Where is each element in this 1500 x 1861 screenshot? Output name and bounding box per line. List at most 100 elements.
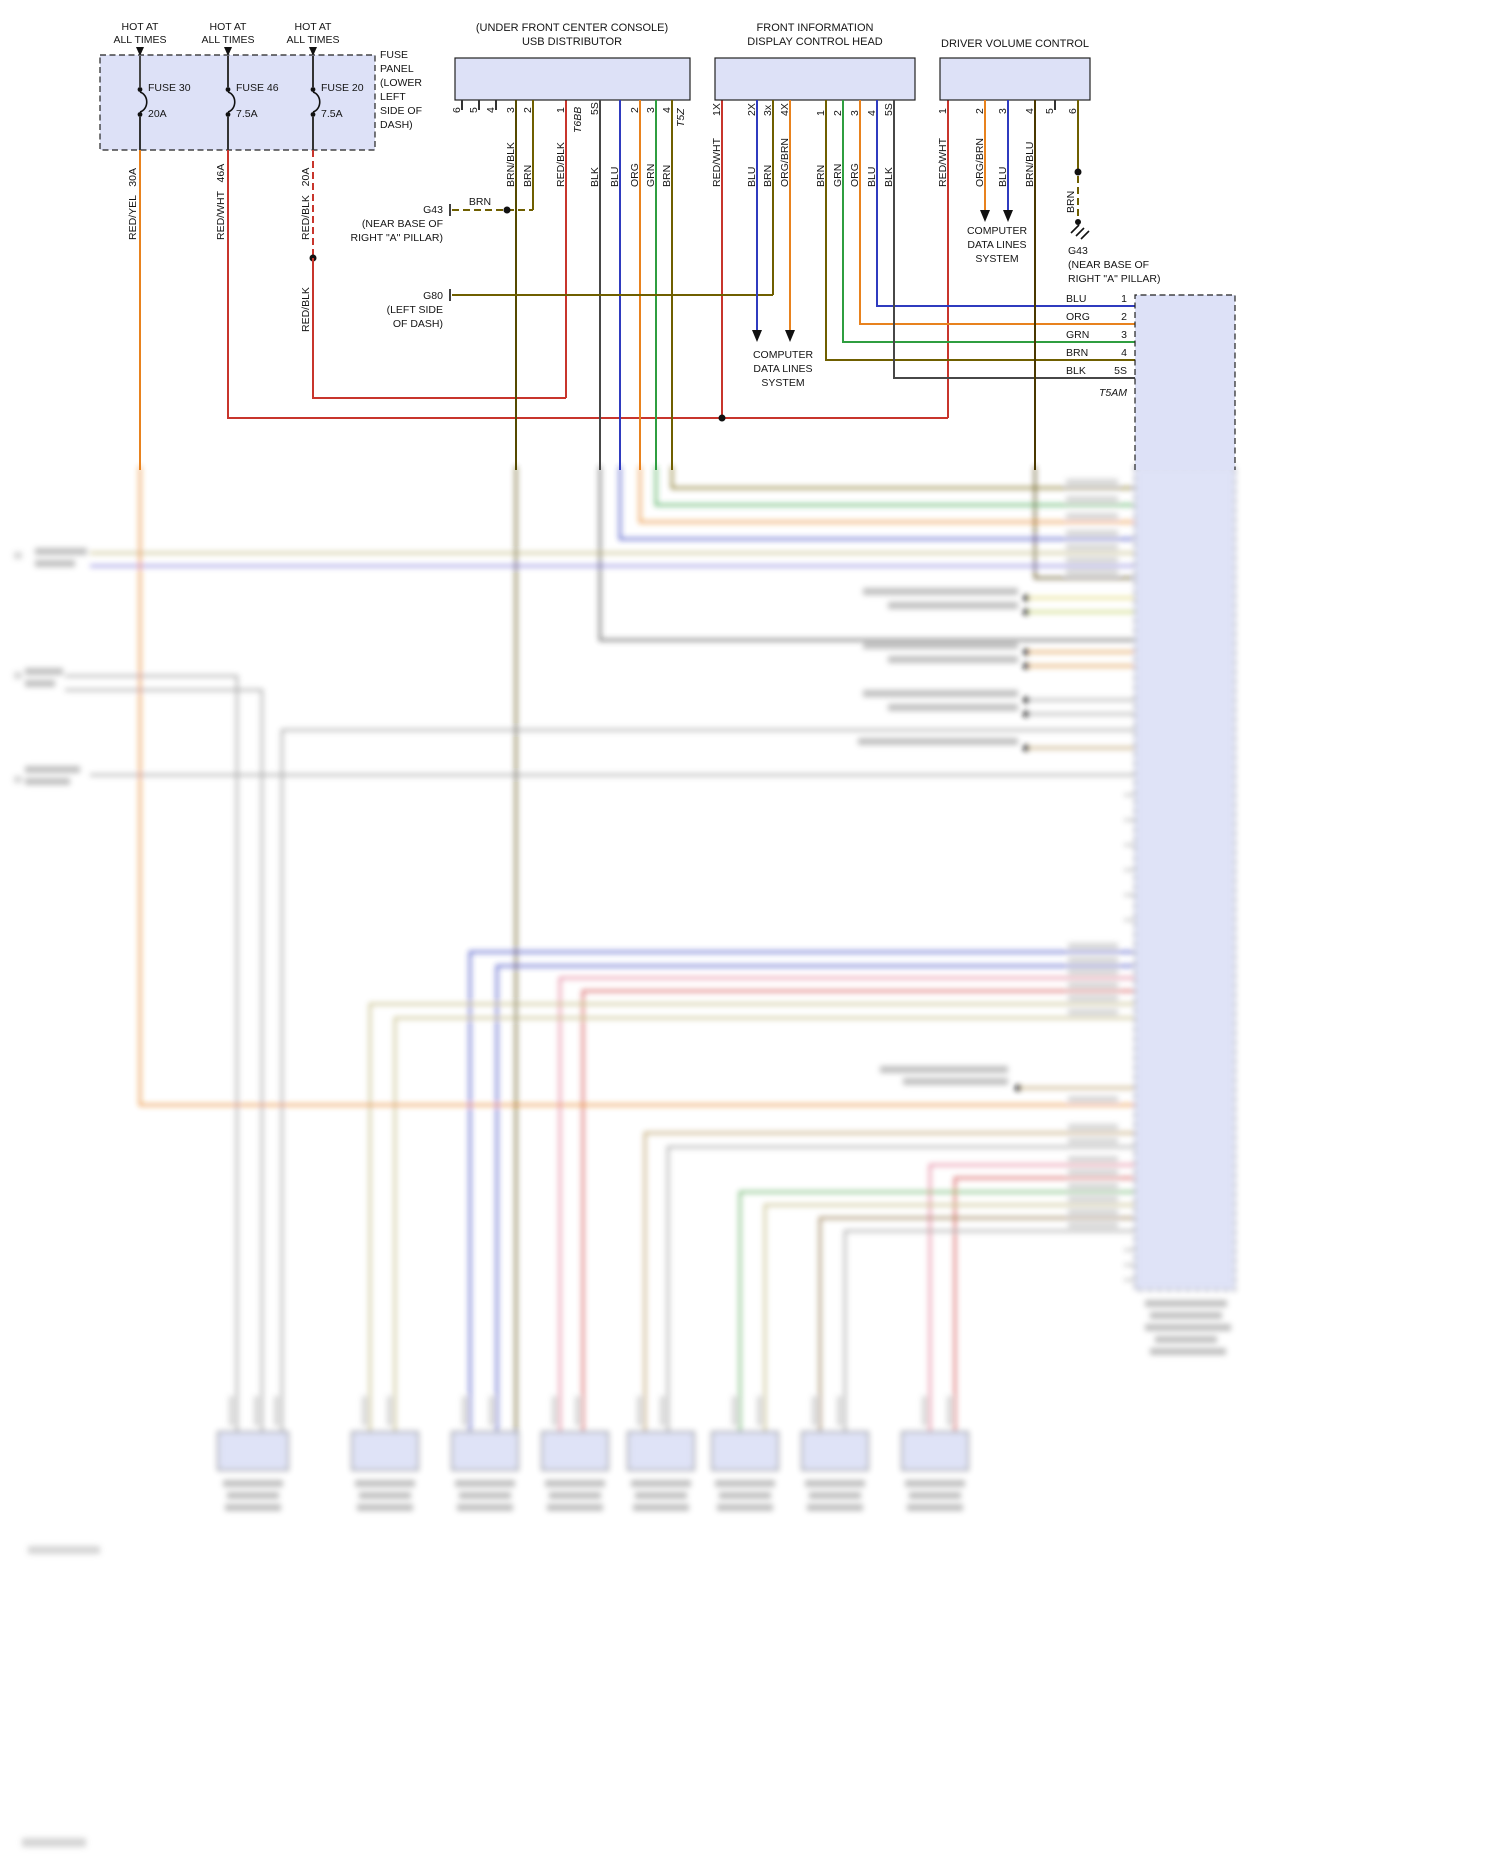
t5am-module-box — [1134, 294, 1236, 470]
pin-number: 4 — [661, 107, 673, 113]
wire-label-red-wht: RED/WHT — [711, 137, 723, 187]
wire-label-brn: BRN — [1066, 347, 1088, 359]
junction-dot — [503, 206, 511, 214]
wire-brn-1 — [825, 100, 1135, 361]
ground-g80: G80 (LEFT SIDE OF DASH) — [387, 289, 773, 330]
wire-label-org-brn: ORG/BRN — [974, 138, 986, 187]
fuse-panel: HOT AT ALL TIMES HOT AT ALL TIMES HOT AT… — [99, 21, 422, 151]
wire-label-red-blk-2: RED/BLK — [300, 287, 312, 332]
wire-label-brn: BRN — [815, 165, 827, 187]
connector-box — [627, 1431, 695, 1471]
down-arrow-icon — [1003, 210, 1013, 222]
pin-number: 1 — [937, 108, 949, 114]
pin-number: 3 — [505, 107, 517, 113]
fuse-panel-note: DASH) — [380, 119, 413, 131]
down-arrow-icon — [785, 330, 795, 342]
pin-number: 6 — [451, 107, 463, 113]
fuse-name: FUSE 46 — [236, 82, 279, 94]
pin-number: 2 — [629, 107, 641, 113]
wire-label-brn-blk: BRN/BLK — [505, 142, 517, 187]
ground-location: RIGHT "A" PILLAR) — [351, 232, 443, 244]
ground-id: G43 — [423, 204, 443, 216]
front-display-title: FRONT INFORMATION — [757, 22, 874, 34]
pin-number: 2 — [1121, 311, 1127, 323]
ground-symbol-g43 — [1070, 219, 1090, 240]
driver-volume-title: DRIVER VOLUME CONTROL — [941, 38, 1089, 50]
usb-title-location: (UNDER FRONT CENTER CONSOLE) — [476, 22, 668, 34]
wire-label-blk: BLK — [883, 167, 895, 187]
wire-label-blu: BLU — [1066, 293, 1086, 305]
t5am-module: BLU ORG GRN BRN BLK 1 2 3 4 5S T5AM — [1066, 293, 1236, 470]
wire-label-blu: BLU — [609, 167, 621, 187]
connector-id-t6bb: T6BB — [572, 107, 584, 133]
hot-at-label: ALL TIMES — [113, 34, 166, 46]
wire-label-red-yel: RED/YEL 30A — [127, 168, 139, 240]
driver-volume-box — [939, 57, 1091, 101]
wire-label-brn: BRN — [661, 165, 673, 187]
wire-org-3 — [859, 100, 1135, 325]
pin-number: 4 — [866, 110, 878, 116]
wire-label-grn: GRN — [1066, 329, 1089, 341]
computer-data-lines-label: SYSTEM — [761, 377, 804, 389]
pin-number: 1 — [1121, 293, 1127, 305]
fuse-amp: 7.5A — [236, 108, 258, 120]
pin-number: 4 — [1121, 347, 1127, 359]
pin-number: 2 — [832, 110, 844, 116]
wire-label-blu: BLU — [997, 167, 1009, 187]
pin-number: 5 — [468, 107, 480, 113]
junction-dot — [718, 414, 726, 422]
blurred-wires — [65, 466, 1135, 1432]
junction-dot — [1074, 168, 1082, 176]
wire-blu-4 — [876, 100, 1135, 307]
connector-box — [801, 1431, 869, 1471]
wire-grn-2 — [842, 100, 1135, 343]
hot-at-label: HOT AT — [295, 21, 333, 33]
wire-label-brn: BRN — [762, 165, 774, 187]
fuse-name: FUSE 20 — [321, 82, 364, 94]
driver-volume-control: DRIVER VOLUME CONTROL 1 2 3 4 5 6 RED/WH… — [937, 38, 1160, 470]
down-arrow-icon — [980, 210, 990, 222]
pin-number: 1X — [711, 103, 723, 116]
connector-box — [541, 1431, 609, 1471]
pin-number: 2X — [746, 103, 758, 116]
ground-location: (LEFT SIDE — [387, 304, 443, 316]
connector-id-t5z: T5Z — [675, 108, 687, 127]
wire-label-brn-blu: BRN/BLU — [1024, 141, 1036, 187]
connector-box — [217, 1431, 289, 1471]
ground-id: G80 — [423, 290, 443, 302]
wire-label-org: ORG — [849, 163, 861, 187]
wire-label-org: ORG — [629, 163, 641, 187]
usb-distributor: (UNDER FRONT CENTER CONSOLE) USB DISTRIB… — [451, 22, 691, 470]
connector-box — [711, 1431, 779, 1471]
pin-number: 5 — [1044, 108, 1056, 114]
down-arrow-icon — [136, 47, 144, 56]
fuse-amp: 20A — [148, 108, 167, 120]
fuse-name: FUSE 30 — [148, 82, 191, 94]
fuse-46: FUSE 46 7.5A — [225, 56, 279, 150]
ground-location: (NEAR BASE OF — [1068, 259, 1149, 271]
wire-red-blk — [312, 258, 566, 399]
fuse-panel-note: PANEL — [380, 63, 414, 75]
computer-data-lines-label: DATA LINES — [753, 363, 812, 375]
wire-label-red-wht: RED/WHT 46A — [215, 164, 227, 240]
connector-id-t5am: T5AM — [1099, 387, 1127, 399]
pin-number: 6 — [1067, 108, 1079, 114]
hot-at-label: HOT AT — [210, 21, 248, 33]
module-block-blurred — [1124, 465, 1236, 1291]
pin-number: 4X — [779, 103, 791, 116]
pin-number: 1 — [815, 110, 827, 116]
fuse-amp: 7.5A — [321, 108, 343, 120]
pin-number: 3 — [1121, 329, 1127, 341]
down-arrow-icon — [224, 47, 232, 56]
blurred-labels — [14, 479, 1231, 1847]
usb-title: USB DISTRIBUTOR — [522, 36, 622, 48]
wire-label-red-blk: RED/BLK — [555, 142, 567, 187]
pin-number: 4 — [1024, 108, 1036, 114]
wire-label-blu: BLU — [746, 167, 758, 187]
wire-label-brn: BRN — [1065, 191, 1077, 213]
hot-at-label: ALL TIMES — [201, 34, 254, 46]
ground-id: G43 — [1068, 245, 1088, 257]
pin-number: 2 — [974, 108, 986, 114]
